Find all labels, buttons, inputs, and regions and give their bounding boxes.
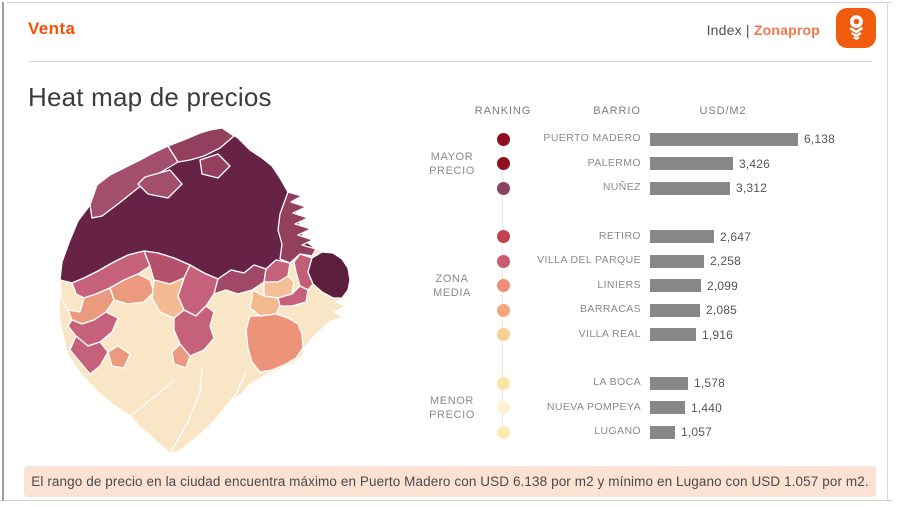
column-header-barrio: BARRIO bbox=[593, 105, 641, 117]
map-region-nunez-medium bbox=[167, 127, 235, 163]
value-label: 3,426 bbox=[739, 156, 771, 171]
map-region-flores bbox=[173, 305, 215, 357]
barrio-label: BARRACAS bbox=[580, 303, 641, 315]
summary-banner: El rango de precio en la ciudad encuentr… bbox=[24, 466, 876, 497]
barrio-label: RETIRO bbox=[598, 229, 641, 242]
barrio-label: LA BOCA bbox=[593, 376, 641, 388]
index-label: Index | bbox=[706, 22, 754, 38]
value-bar bbox=[650, 254, 704, 268]
slide-border-left bbox=[2, 2, 4, 501]
value-bar bbox=[650, 181, 730, 195]
value-bar bbox=[650, 157, 733, 170]
ranking-dot bbox=[496, 425, 510, 439]
section-title-venta: Venta bbox=[28, 19, 76, 38]
map-region-barracas bbox=[245, 313, 304, 373]
map-region-coghlan bbox=[137, 169, 183, 199]
zonaprop-logo[interactable] bbox=[836, 8, 876, 48]
value-label: 1,057 bbox=[681, 425, 713, 439]
index-zonaprop-link[interactable]: Index | Zonaprop bbox=[707, 22, 820, 38]
page-title: Heat map de precios bbox=[28, 82, 272, 112]
barrio-label: NUÑEZ bbox=[602, 181, 641, 193]
group-label: MAYOR PRECIO bbox=[429, 150, 475, 177]
value-bar bbox=[650, 425, 675, 439]
ranking-dot bbox=[496, 181, 510, 195]
ranking-dot bbox=[496, 230, 510, 243]
heatmap-buenos-aires bbox=[50, 122, 360, 462]
value-label: 2,085 bbox=[706, 303, 738, 317]
zonaprop-label: Zonaprop bbox=[753, 22, 820, 38]
value-bar bbox=[650, 401, 685, 414]
column-header-usd-m2: USD/M2 bbox=[699, 105, 747, 117]
value-label: 1,440 bbox=[691, 400, 723, 415]
map-border-line bbox=[129, 379, 175, 417]
ranking-dot bbox=[496, 132, 510, 146]
barrio-label: LINIERS bbox=[597, 278, 641, 291]
map-region-san-cristobal bbox=[277, 285, 309, 307]
group-label: ZONA MEDIA bbox=[433, 272, 471, 299]
choropleth-svg bbox=[58, 127, 351, 454]
ranking-dot bbox=[496, 376, 510, 390]
ranking-dot bbox=[496, 254, 510, 268]
value-bar bbox=[650, 303, 700, 317]
value-label: 3,312 bbox=[736, 181, 768, 195]
value-label: 2,647 bbox=[720, 229, 752, 244]
slide-border-right bbox=[887, 2, 888, 501]
barrio-label: LUGANO bbox=[594, 425, 641, 437]
map-region-flores-sur-salmon bbox=[171, 343, 191, 369]
value-bar bbox=[650, 328, 696, 341]
ranking-dot bbox=[496, 328, 510, 341]
ranking-dot bbox=[496, 279, 510, 292]
barrio-label: PUERTO MADERO bbox=[543, 132, 641, 144]
map-region-puerto-madero bbox=[307, 251, 351, 299]
map-region-mataderos bbox=[69, 335, 109, 375]
map-region-mataderos-salmon bbox=[107, 345, 131, 369]
map-border-line bbox=[169, 367, 203, 454]
value-label: 2,099 bbox=[707, 278, 739, 293]
map-region-retiro-coast bbox=[277, 191, 317, 264]
ranking-dot bbox=[496, 401, 510, 414]
zonaprop-key-icon bbox=[849, 15, 863, 40]
summary-text: El rango de precio en la ciudad encuentr… bbox=[31, 474, 869, 489]
map-region-colegiales bbox=[199, 153, 231, 179]
ranking-dot bbox=[496, 303, 510, 317]
value-label: 2,258 bbox=[710, 254, 742, 268]
value-label: 6,138 bbox=[804, 132, 836, 146]
value-bar bbox=[650, 230, 714, 243]
value-bar bbox=[650, 279, 701, 292]
slide-border-bottom bbox=[0, 500, 892, 501]
barrio-label: PALERMO bbox=[587, 156, 641, 169]
map-border-line bbox=[214, 371, 247, 421]
value-bar bbox=[650, 376, 688, 390]
barrio-label: NUEVA POMPEYA bbox=[546, 400, 641, 413]
value-label: 1,916 bbox=[702, 327, 734, 342]
group-label: MENOR PRECIO bbox=[429, 394, 475, 421]
value-bar bbox=[650, 132, 798, 146]
barrio-label: VILLA DEL PARQUE bbox=[537, 254, 641, 266]
value-label: 1,578 bbox=[694, 376, 726, 390]
column-header-ranking: RANKING bbox=[474, 105, 532, 117]
ranking-dot bbox=[496, 157, 510, 170]
header-divider bbox=[28, 61, 872, 62]
slide-border-top bbox=[6, 2, 892, 3]
barrio-label: VILLA REAL bbox=[578, 327, 641, 340]
map-region-liniers-rose bbox=[67, 311, 119, 347]
